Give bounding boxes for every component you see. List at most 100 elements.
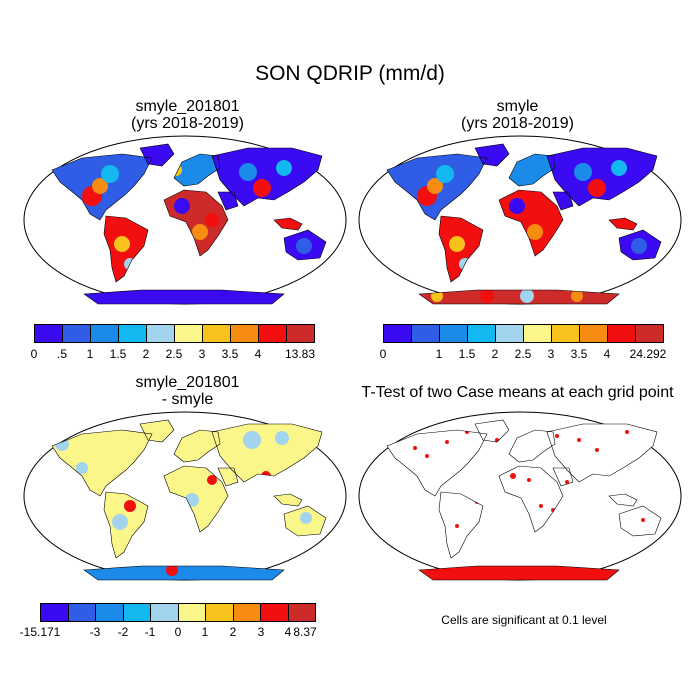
colorbar-2 [383, 324, 664, 343]
field-patch [571, 290, 583, 302]
coastline-antarctica [418, 565, 620, 581]
continent-greenland [140, 420, 174, 442]
field-patch [445, 440, 449, 444]
field-patch [555, 434, 559, 438]
coastline-asia [211, 423, 323, 483]
field-patch [275, 431, 289, 445]
colorbar-cell [287, 325, 314, 342]
colorbar-3-label: -15.171 [19, 625, 61, 639]
field-patch [455, 524, 459, 528]
coastline-arabia [217, 191, 239, 211]
coastline-europe [173, 153, 221, 187]
coastline-africa [163, 189, 229, 257]
coastline-asia [211, 147, 323, 207]
field-patch [425, 454, 429, 458]
colorbar-3-label: 3 [257, 625, 265, 639]
coastline-south-america [438, 491, 484, 559]
map-panel-2 [358, 135, 682, 305]
continent-arabia [218, 192, 238, 210]
coastline-north-america [386, 429, 488, 497]
colorbar-2-label: 1 [435, 347, 443, 361]
field-patch [207, 475, 217, 485]
colorbar-cell [151, 604, 179, 621]
colorbar-cell [96, 604, 124, 621]
panel-title-2: smyle (yrs 2018-2019) [355, 98, 680, 132]
coastline-greenland [474, 143, 510, 167]
colorbar-cell [412, 325, 440, 342]
field-patch [124, 500, 136, 512]
continent-australia [619, 506, 661, 536]
field-patch [436, 165, 454, 183]
field-patch [239, 163, 257, 181]
field-patch [205, 213, 219, 227]
field-patch [114, 236, 130, 252]
map-panel-1 [23, 135, 347, 305]
field-patch [510, 473, 516, 479]
colorbar-cell [35, 325, 63, 342]
colorbar-cell [608, 325, 636, 342]
colorbar-1-label: 1.5 [109, 347, 127, 361]
map-panel-4 [358, 411, 682, 581]
colorbar-cell [468, 325, 496, 342]
coastline-africa [163, 465, 229, 533]
coastline-asia [546, 423, 658, 483]
field-patch [480, 289, 494, 303]
coastline-africa [498, 189, 564, 257]
panel-title-2-line1: smyle [496, 98, 539, 115]
coastline-africa [498, 465, 564, 533]
field-patch [397, 566, 643, 580]
panel-title-1: smyle_201801 (yrs 2018-2019) [25, 98, 350, 132]
continent-africa [499, 466, 563, 532]
field-patch [631, 238, 647, 254]
continent-asia [547, 424, 657, 482]
coastline-arabia [217, 467, 239, 487]
colorbar-3-label: 2 [229, 625, 237, 639]
field-patch [588, 179, 606, 197]
colorbar-2-label: 3.5 [570, 347, 588, 361]
colorbar-cell [68, 604, 96, 621]
coastline-europe [173, 429, 221, 463]
continent-europe [509, 430, 555, 462]
colorbar-cell [63, 325, 91, 342]
coastline-indonesia [273, 217, 303, 231]
panel-title-4: T-Test of two Case means at each grid po… [355, 384, 680, 401]
continent-arabia [553, 192, 573, 210]
continent-europe [174, 154, 220, 186]
field-patch [540, 213, 554, 227]
colorbar-3-label: 8.37 [293, 625, 317, 639]
coastline-arabia [552, 191, 574, 211]
field-patch [174, 198, 190, 214]
coastline-europe [508, 429, 556, 463]
field-patch [243, 431, 261, 449]
coastline-greenland [139, 143, 175, 167]
field-patch [595, 448, 599, 452]
colorbar-cell [175, 325, 203, 342]
field-patch [641, 518, 645, 522]
colorbar-3-label: 4 [284, 625, 292, 639]
colorbar-1-label: 13.83 [284, 347, 316, 361]
panel-title-1-line2: (yrs 2018-2019) [131, 115, 244, 132]
colorbar-1-label: 2.5 [165, 347, 183, 361]
colorbar-2-label: 4 [603, 347, 611, 361]
field-patch [192, 224, 208, 240]
field-patch [625, 430, 629, 434]
colorbar-2-label: 0 [379, 347, 387, 361]
panel-title-1-line1: smyle_201801 [135, 98, 240, 115]
field-patch [253, 179, 271, 197]
colorbar-2-label: 1.5 [458, 347, 476, 361]
colorbar-cell [203, 325, 231, 342]
colorbar-cell [123, 604, 151, 621]
field-patch [565, 480, 569, 484]
field-patch [413, 446, 417, 450]
coastline-antarctica [83, 565, 285, 581]
colorbar-3-label: 1 [201, 625, 209, 639]
field-patch [520, 289, 534, 303]
field-patch [101, 165, 119, 183]
colorbar-cell [496, 325, 524, 342]
figure-title: SON QDRIP (mm/d) [255, 62, 445, 85]
colorbar-3-label: -3 [89, 625, 101, 639]
colorbar-cell [178, 604, 206, 621]
colorbar-1 [34, 324, 315, 343]
colorbar-cell [524, 325, 552, 342]
colorbar-2-label: 3 [547, 347, 555, 361]
